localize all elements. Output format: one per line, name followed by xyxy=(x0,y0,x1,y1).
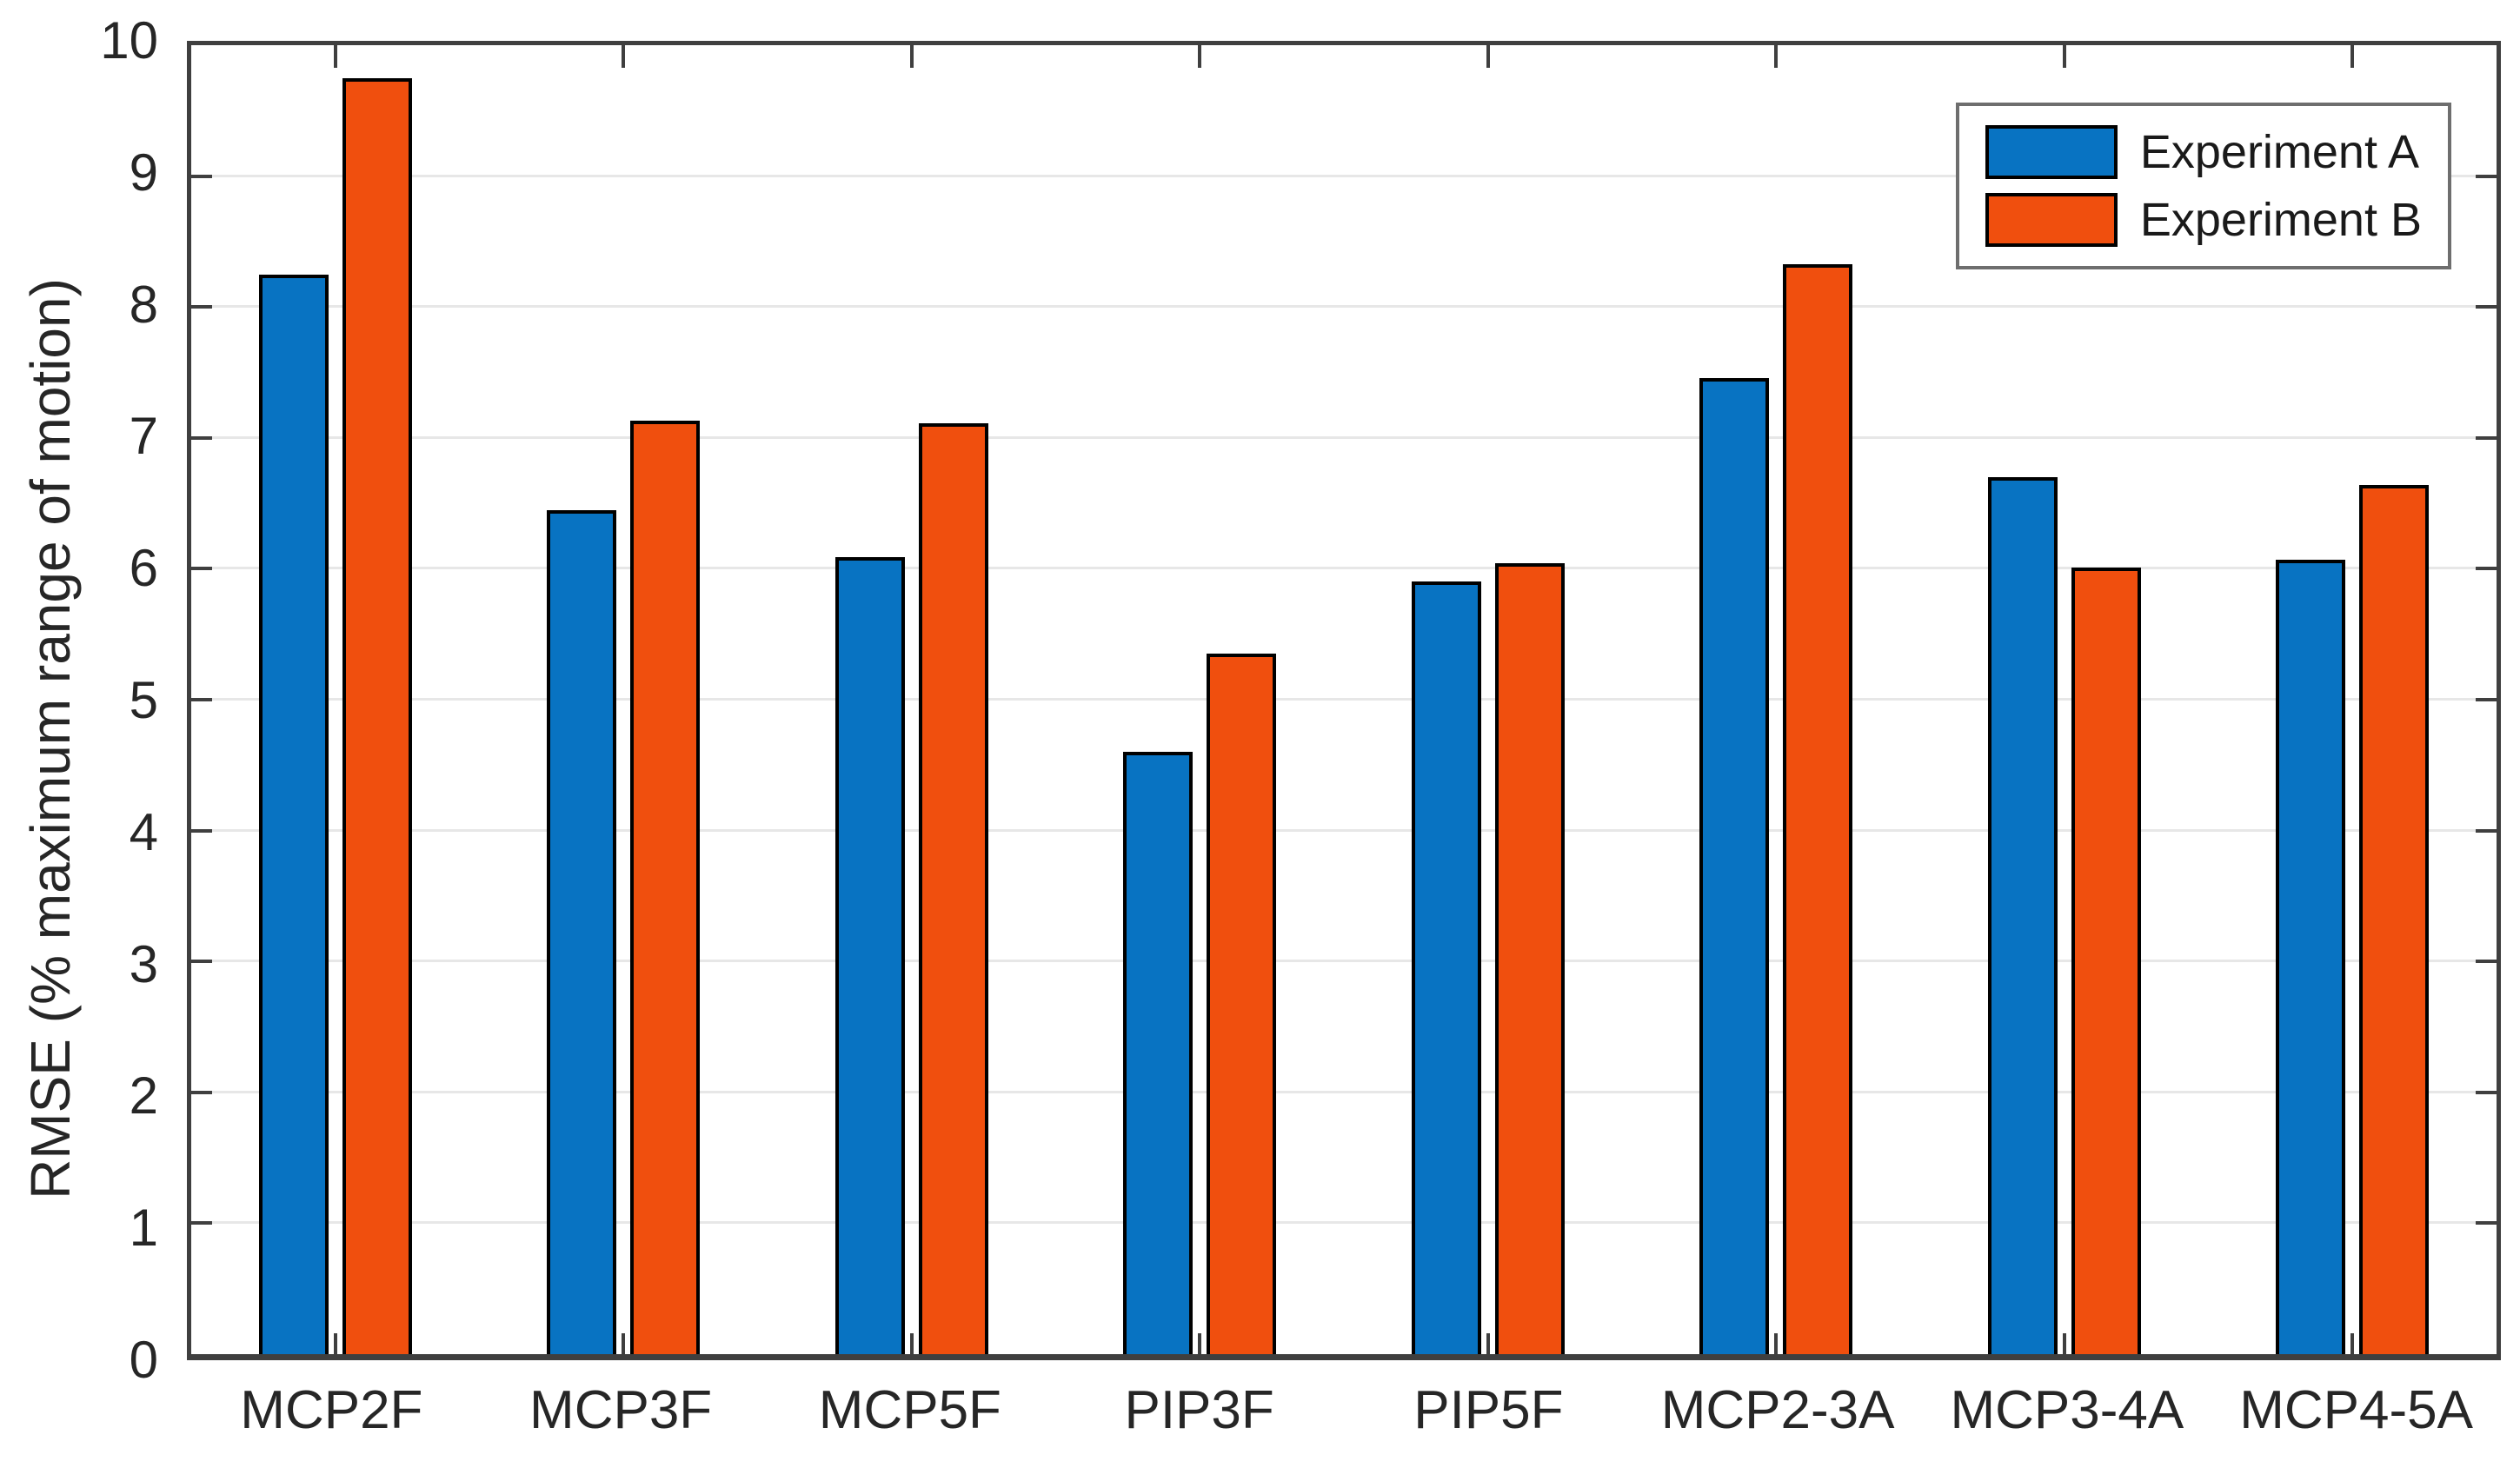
bar-experiment-b-PIP5F xyxy=(1494,563,1565,1354)
x-tick-mark xyxy=(1486,45,1490,68)
y-tick-mark xyxy=(191,698,212,701)
bar-experiment-b-MCP5F xyxy=(918,423,988,1354)
plot-area: Experiment A Experiment B xyxy=(187,41,2501,1360)
x-tick-mark xyxy=(1486,1333,1490,1354)
y-tick-mark xyxy=(2476,567,2497,571)
bar-group-MCP2F xyxy=(258,45,412,1354)
bar-group-PIP5F xyxy=(1411,45,1565,1354)
bar-group-MCP5F xyxy=(834,45,988,1354)
y-tick-label: 9 xyxy=(129,143,158,202)
y-tick-mark xyxy=(191,1090,212,1094)
x-axis-tick-labels: MCP2F MCP3F MCP5F PIP3F PIP5F MCP2-3A MCP3-4A M… xyxy=(187,1384,2501,1462)
y-tick-mark xyxy=(2476,174,2497,178)
bar-experiment-a-MCP4-5A xyxy=(2276,559,2346,1354)
bar-experiment-b-MCP3F xyxy=(630,421,701,1354)
x-tick-mark xyxy=(333,1333,337,1354)
gridline xyxy=(191,567,2497,570)
y-tick-label: 1 xyxy=(129,1199,158,1258)
y-tick-mark xyxy=(191,567,212,571)
gridline xyxy=(191,828,2497,832)
y-tick-mark xyxy=(2476,1090,2497,1094)
gridline xyxy=(191,435,2497,439)
x-tick-mark xyxy=(1774,1333,1779,1354)
x-tick-label: PIP5F xyxy=(1413,1380,1564,1440)
bar-experiment-a-MCP3F xyxy=(547,509,617,1354)
bar-experiment-b-MCP2F xyxy=(342,77,412,1354)
x-tick-label: MCP3F xyxy=(529,1380,713,1440)
x-tick-mark xyxy=(1198,1333,1202,1354)
y-tick-mark xyxy=(191,960,212,964)
bar-experiment-a-PIP5F xyxy=(1411,581,1481,1354)
x-tick-label: MCP2-3A xyxy=(1660,1380,1895,1440)
x-tick-label: PIP3F xyxy=(1124,1380,1274,1440)
y-tick-mark xyxy=(191,174,212,178)
y-tick-mark xyxy=(191,305,212,309)
x-tick-mark xyxy=(622,45,626,68)
legend: Experiment A Experiment B xyxy=(1955,103,2451,269)
x-tick-mark xyxy=(2062,1333,2066,1354)
bar-group-MCP3-4A xyxy=(1987,45,2141,1354)
x-tick-mark xyxy=(1774,45,1779,68)
bar-experiment-b-MCP3-4A xyxy=(2071,567,2141,1354)
bar-experiment-a-PIP3F xyxy=(1123,752,1194,1354)
x-tick-mark xyxy=(909,45,914,68)
bar-experiment-b-PIP3F xyxy=(1207,654,1277,1354)
x-tick-label: MCP3-4A xyxy=(1950,1380,2184,1440)
legend-swatch-experiment-b xyxy=(1985,193,2118,247)
gridline xyxy=(191,698,2497,701)
x-tick-mark xyxy=(1198,45,1202,68)
y-tick-mark xyxy=(2476,305,2497,309)
legend-entry-experiment-a: Experiment A xyxy=(1985,125,2422,179)
x-tick-mark xyxy=(622,1333,626,1354)
bar-experiment-a-MCP3-4A xyxy=(1987,476,2058,1354)
gridline xyxy=(191,960,2497,963)
y-tick-mark xyxy=(2476,960,2497,964)
y-tick-label: 8 xyxy=(129,275,158,334)
legend-label-experiment-b: Experiment B xyxy=(2139,194,2422,246)
bar-experiment-a-MCP2-3A xyxy=(1699,377,1770,1354)
x-tick-mark xyxy=(2350,45,2355,68)
x-tick-label: MCP4-5A xyxy=(2239,1380,2473,1440)
legend-label-experiment-a: Experiment A xyxy=(2139,126,2420,178)
y-tick-mark xyxy=(2476,1221,2497,1226)
bar-experiment-b-MCP2-3A xyxy=(1783,263,1853,1354)
x-tick-label: MCP5F xyxy=(818,1380,1001,1440)
bar-group-PIP3F xyxy=(1123,45,1277,1354)
bar-group-MCP3F xyxy=(547,45,701,1354)
y-axis-tick-labels: 0 1 2 3 4 5 6 7 8 9 10 xyxy=(0,15,167,1386)
legend-entry-experiment-b: Experiment B xyxy=(1985,193,2422,247)
bar-experiment-b-MCP4-5A xyxy=(2359,485,2430,1354)
y-tick-mark xyxy=(191,828,212,833)
y-tick-label: 3 xyxy=(129,934,158,993)
y-tick-label: 5 xyxy=(129,671,158,729)
y-tick-label: 4 xyxy=(129,802,158,861)
y-tick-mark xyxy=(191,1221,212,1226)
gridline xyxy=(191,1090,2497,1093)
bar-experiment-a-MCP2F xyxy=(258,274,329,1354)
y-tick-mark xyxy=(2476,698,2497,701)
gridline xyxy=(191,305,2497,309)
y-tick-label: 7 xyxy=(129,407,158,466)
y-tick-mark xyxy=(2476,435,2497,440)
x-tick-mark xyxy=(2350,1333,2355,1354)
y-tick-mark xyxy=(191,435,212,440)
bar-experiment-a-MCP5F xyxy=(834,556,905,1354)
y-tick-label: 10 xyxy=(100,11,158,70)
bar-group-MCP4-5A xyxy=(2276,45,2430,1354)
bar-group-MCP2-3A xyxy=(1699,45,1853,1354)
y-tick-label: 2 xyxy=(129,1066,158,1126)
gridline xyxy=(191,174,2497,177)
x-tick-mark xyxy=(909,1333,914,1354)
x-tick-label: MCP2F xyxy=(240,1380,423,1440)
y-tick-mark xyxy=(2476,828,2497,833)
x-tick-mark xyxy=(2062,45,2066,68)
y-tick-label: 6 xyxy=(129,539,158,598)
legend-swatch-experiment-a xyxy=(1985,125,2118,179)
gridline xyxy=(191,1221,2497,1225)
x-tick-mark xyxy=(333,45,337,68)
y-tick-label: 0 xyxy=(129,1331,158,1389)
